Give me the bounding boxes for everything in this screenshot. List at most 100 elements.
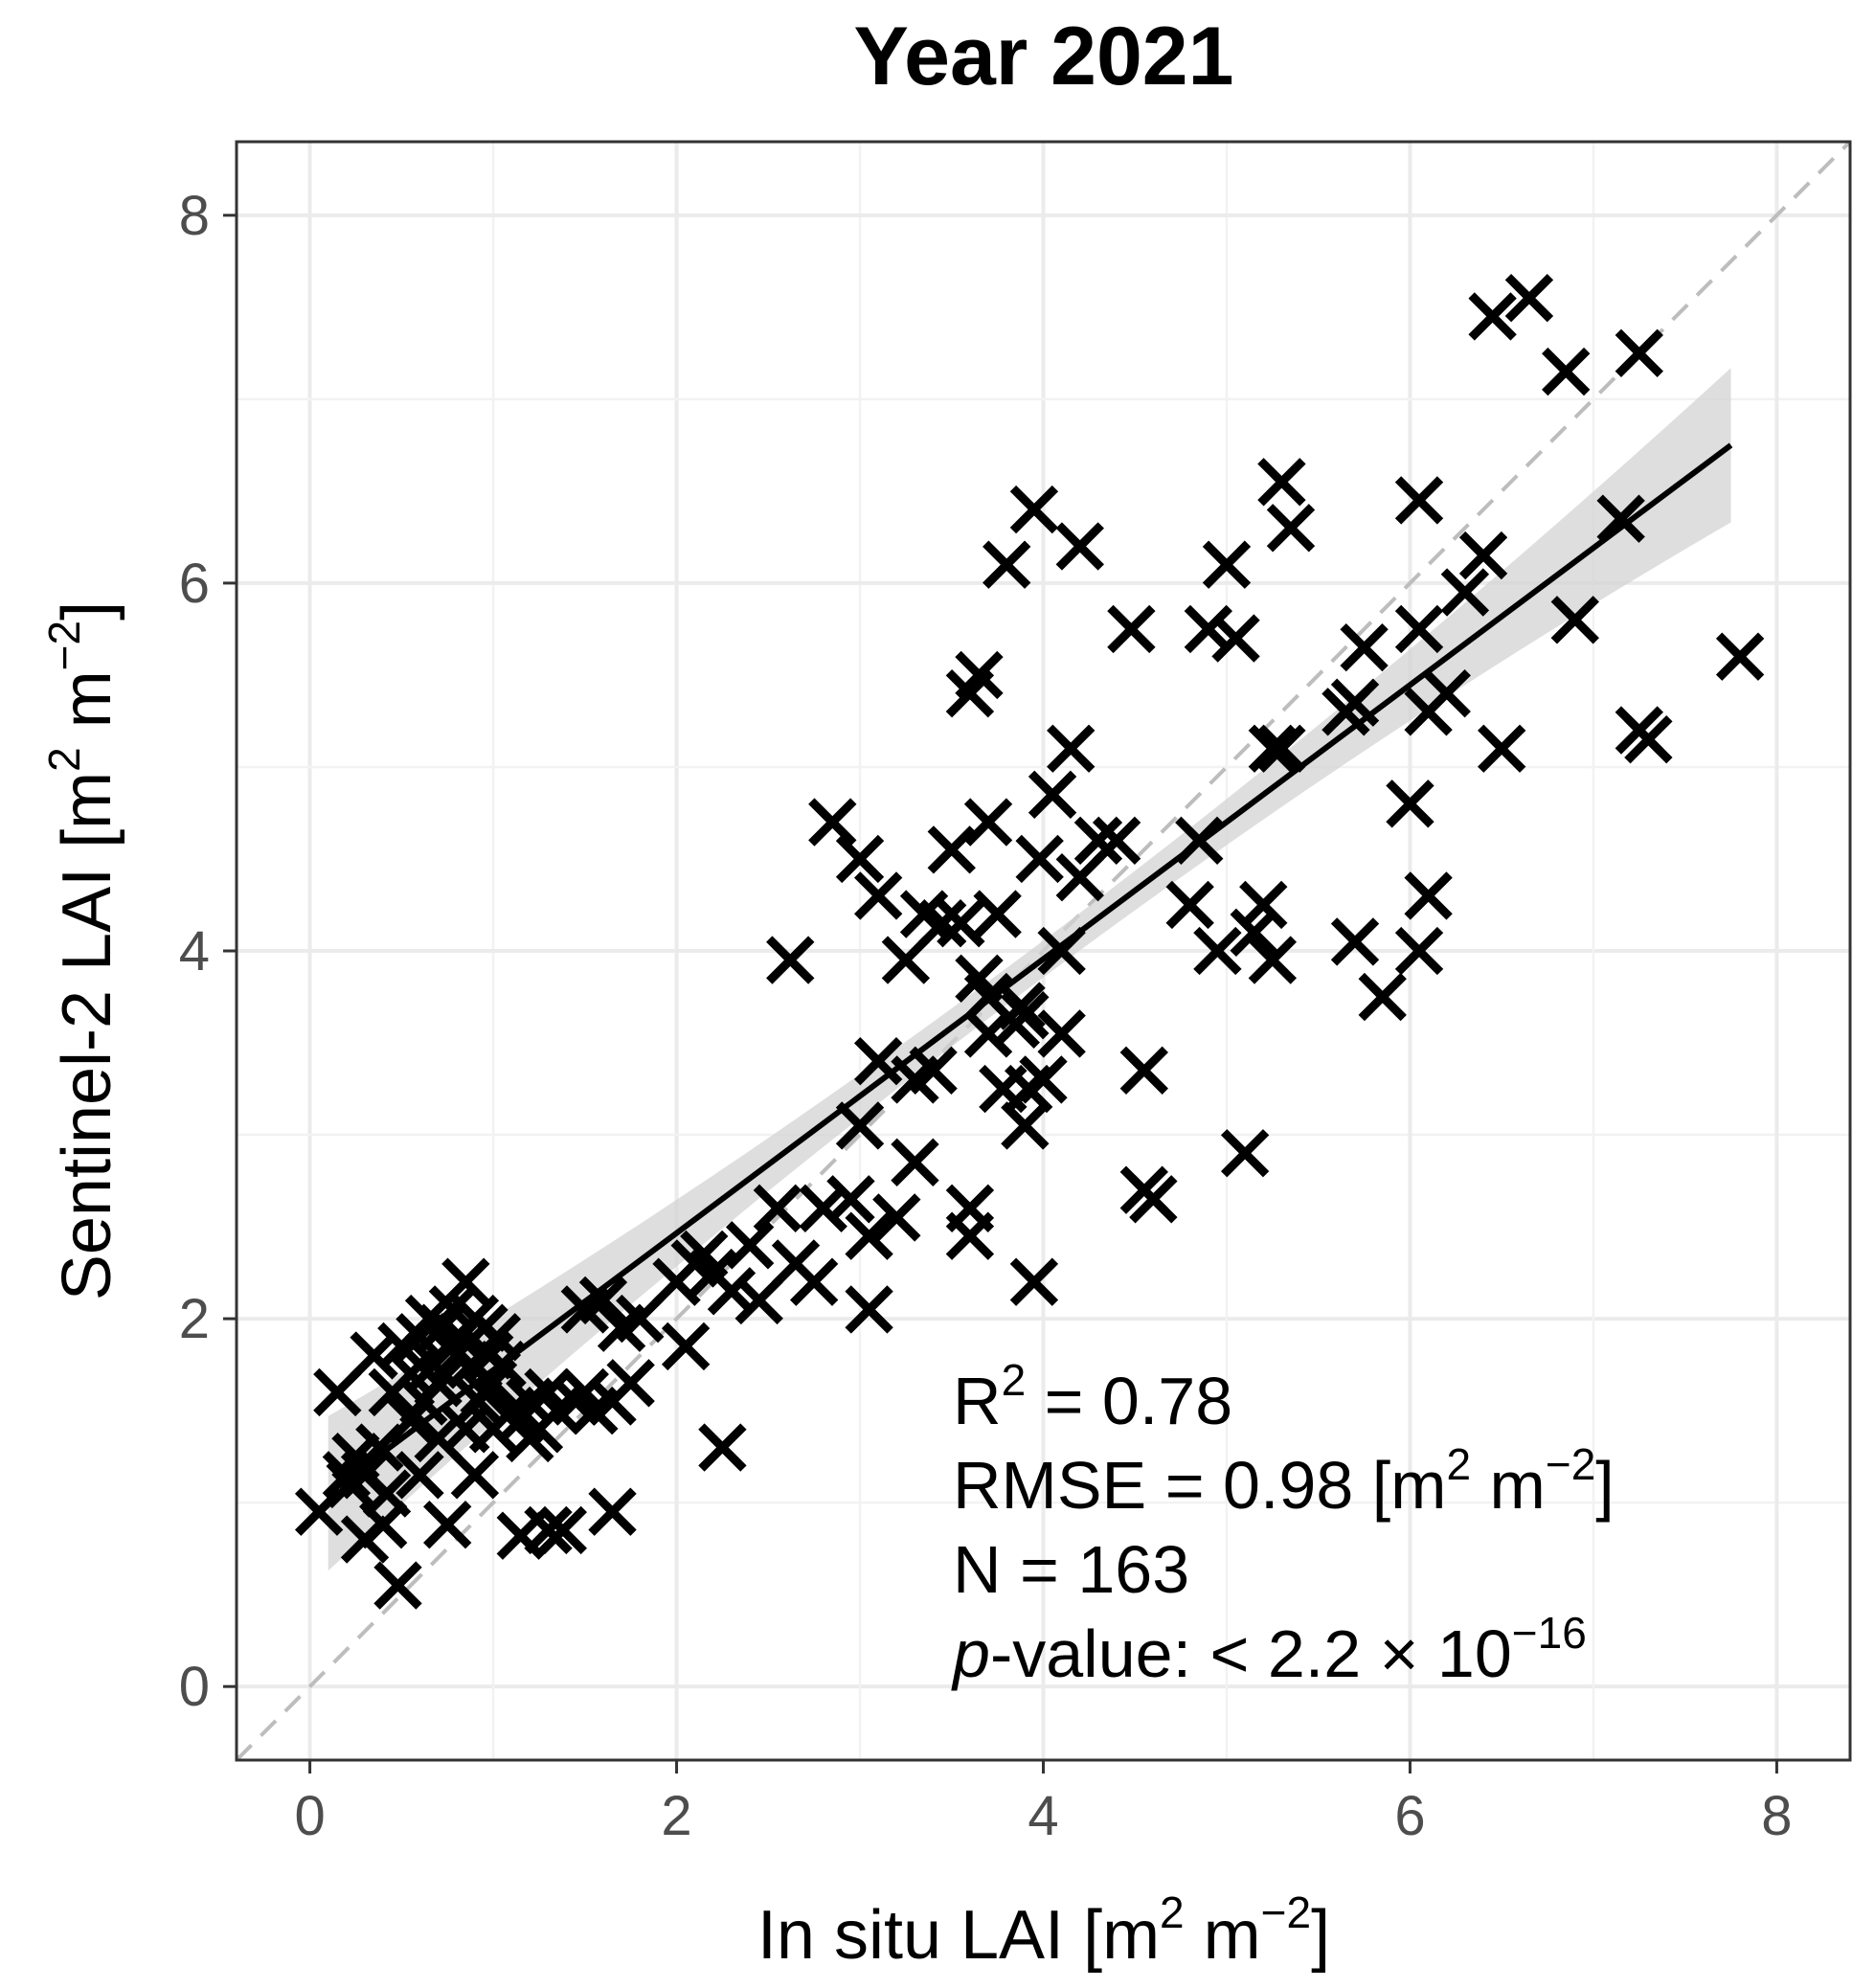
data-point-marker: [808, 798, 857, 847]
p-value-label: p-value: < 2.2 × 10−16: [951, 1608, 1587, 1691]
data-point-marker: [1055, 853, 1104, 902]
data-point-marker: [891, 1138, 939, 1187]
data-point-marker: [441, 1257, 490, 1306]
y-axis-ticks: 0 2 4 6 8: [179, 185, 237, 1718]
data-point-marker: [1037, 1009, 1086, 1058]
x-axis-ticks: 0 2 4 6 8: [294, 1760, 1793, 1847]
data-point-marker: [1220, 1129, 1270, 1178]
data-point-marker: [1055, 522, 1104, 571]
y-tick-label: 6: [179, 553, 210, 615]
data-point-marker: [734, 1276, 783, 1325]
data-point-marker: [1394, 926, 1444, 976]
data-point-marker: [799, 1184, 847, 1233]
data-point-marker: [753, 1184, 802, 1233]
data-point-marker: [845, 1285, 893, 1334]
data-point-marker: [1715, 632, 1765, 681]
data-point-marker: [1468, 292, 1517, 341]
y-tick-label: 2: [179, 1288, 210, 1350]
data-point-marker: [506, 1413, 554, 1463]
data-point-marker: [983, 540, 1031, 589]
data-point-marker: [1001, 991, 1050, 1040]
x-tick-label: 4: [1028, 1785, 1058, 1847]
y-tick-label: 0: [179, 1656, 210, 1718]
data-point-marker: [1596, 494, 1645, 543]
data-point-marker: [468, 1405, 518, 1454]
data-point-marker: [1615, 328, 1663, 378]
data-point-marker: [1248, 724, 1298, 773]
regression-fit-line: [326, 442, 1733, 1496]
data-point-marker: [606, 1359, 655, 1408]
data-point-marker: [835, 1101, 885, 1150]
data-point-marker: [1440, 568, 1490, 617]
data-points: [294, 274, 1765, 1610]
rmse-label: RMSE = 0.98 [m2 m−2]: [953, 1439, 1615, 1523]
data-point-marker: [1248, 936, 1298, 984]
statistics-annotation: R2 = 0.78 RMSE = 0.98 [m2 m−2] N = 163 p…: [951, 1355, 1615, 1691]
data-point-marker: [725, 1221, 775, 1270]
data-point-marker: [1073, 816, 1123, 865]
data-point-marker: [362, 1469, 412, 1518]
data-point-marker: [588, 1487, 637, 1536]
data-point-marker: [927, 825, 976, 874]
data-point-marker: [450, 1451, 500, 1500]
data-point-marker: [881, 936, 931, 984]
data-point-marker: [423, 1500, 472, 1549]
data-point-marker: [1047, 724, 1096, 773]
y-axis-title: Sentinel-2 LAI [m2 m−2]: [39, 601, 125, 1300]
chart-title: Year 2021: [854, 11, 1234, 102]
data-point-marker: [1019, 1055, 1068, 1104]
x-axis-title: In situ LAI [m2 m−2]: [757, 1887, 1330, 1974]
data-point-marker: [698, 1423, 747, 1472]
y-tick-label: 4: [179, 920, 210, 983]
data-point-marker: [1340, 622, 1389, 672]
data-point-marker: [560, 1367, 609, 1417]
data-point-marker: [826, 1175, 875, 1224]
x-tick-label: 8: [1761, 1785, 1792, 1847]
data-point-marker: [1193, 926, 1242, 976]
data-point-marker: [680, 1230, 729, 1279]
data-point-marker: [524, 1505, 573, 1555]
data-point-marker: [1165, 880, 1214, 930]
data-point-marker: [918, 899, 967, 948]
data-point-marker: [395, 1451, 444, 1500]
data-point-marker: [845, 1211, 893, 1260]
data-point-marker: [909, 1046, 958, 1096]
data-point-marker: [1119, 1046, 1168, 1096]
data-point-marker: [707, 1267, 757, 1316]
data-point-marker: [1550, 596, 1599, 644]
data-point-marker: [872, 1193, 921, 1242]
data-point-marker: [1202, 540, 1252, 589]
data-point-marker: [789, 1257, 839, 1306]
data-point-marker: [1028, 770, 1077, 819]
data-point-marker: [1009, 485, 1059, 534]
data-point-marker: [1009, 1257, 1059, 1306]
n-count-label: N = 163: [953, 1532, 1189, 1607]
data-point-marker: [1230, 908, 1278, 957]
data-point-marker: [973, 890, 1022, 938]
data-point-marker: [1330, 917, 1380, 966]
data-point-marker: [326, 1459, 374, 1509]
data-point-marker: [1015, 834, 1064, 884]
data-point-marker: [616, 1294, 665, 1344]
data-point-marker: [1257, 724, 1306, 773]
data-point-marker: [1458, 531, 1508, 580]
data-point-marker: [955, 650, 1004, 700]
x-tick-label: 2: [661, 1785, 691, 1847]
data-point-marker: [1422, 668, 1471, 718]
data-point-marker: [1504, 274, 1554, 323]
data-point-marker: [578, 1276, 628, 1325]
data-point-marker: [1542, 347, 1591, 396]
data-point-marker: [1394, 476, 1444, 525]
data-point-marker: [1386, 779, 1434, 828]
data-point-marker: [538, 1505, 588, 1555]
data-point-marker: [945, 1211, 995, 1260]
data-point-marker: [1358, 972, 1407, 1022]
data-point-marker: [1624, 714, 1673, 764]
data-point-marker: [1184, 604, 1233, 654]
data-point-marker: [1257, 458, 1306, 507]
data-point-marker: [1404, 871, 1453, 920]
data-point-marker: [661, 1322, 711, 1371]
y-tick-label: 8: [179, 185, 210, 247]
data-point-marker: [1478, 724, 1526, 773]
